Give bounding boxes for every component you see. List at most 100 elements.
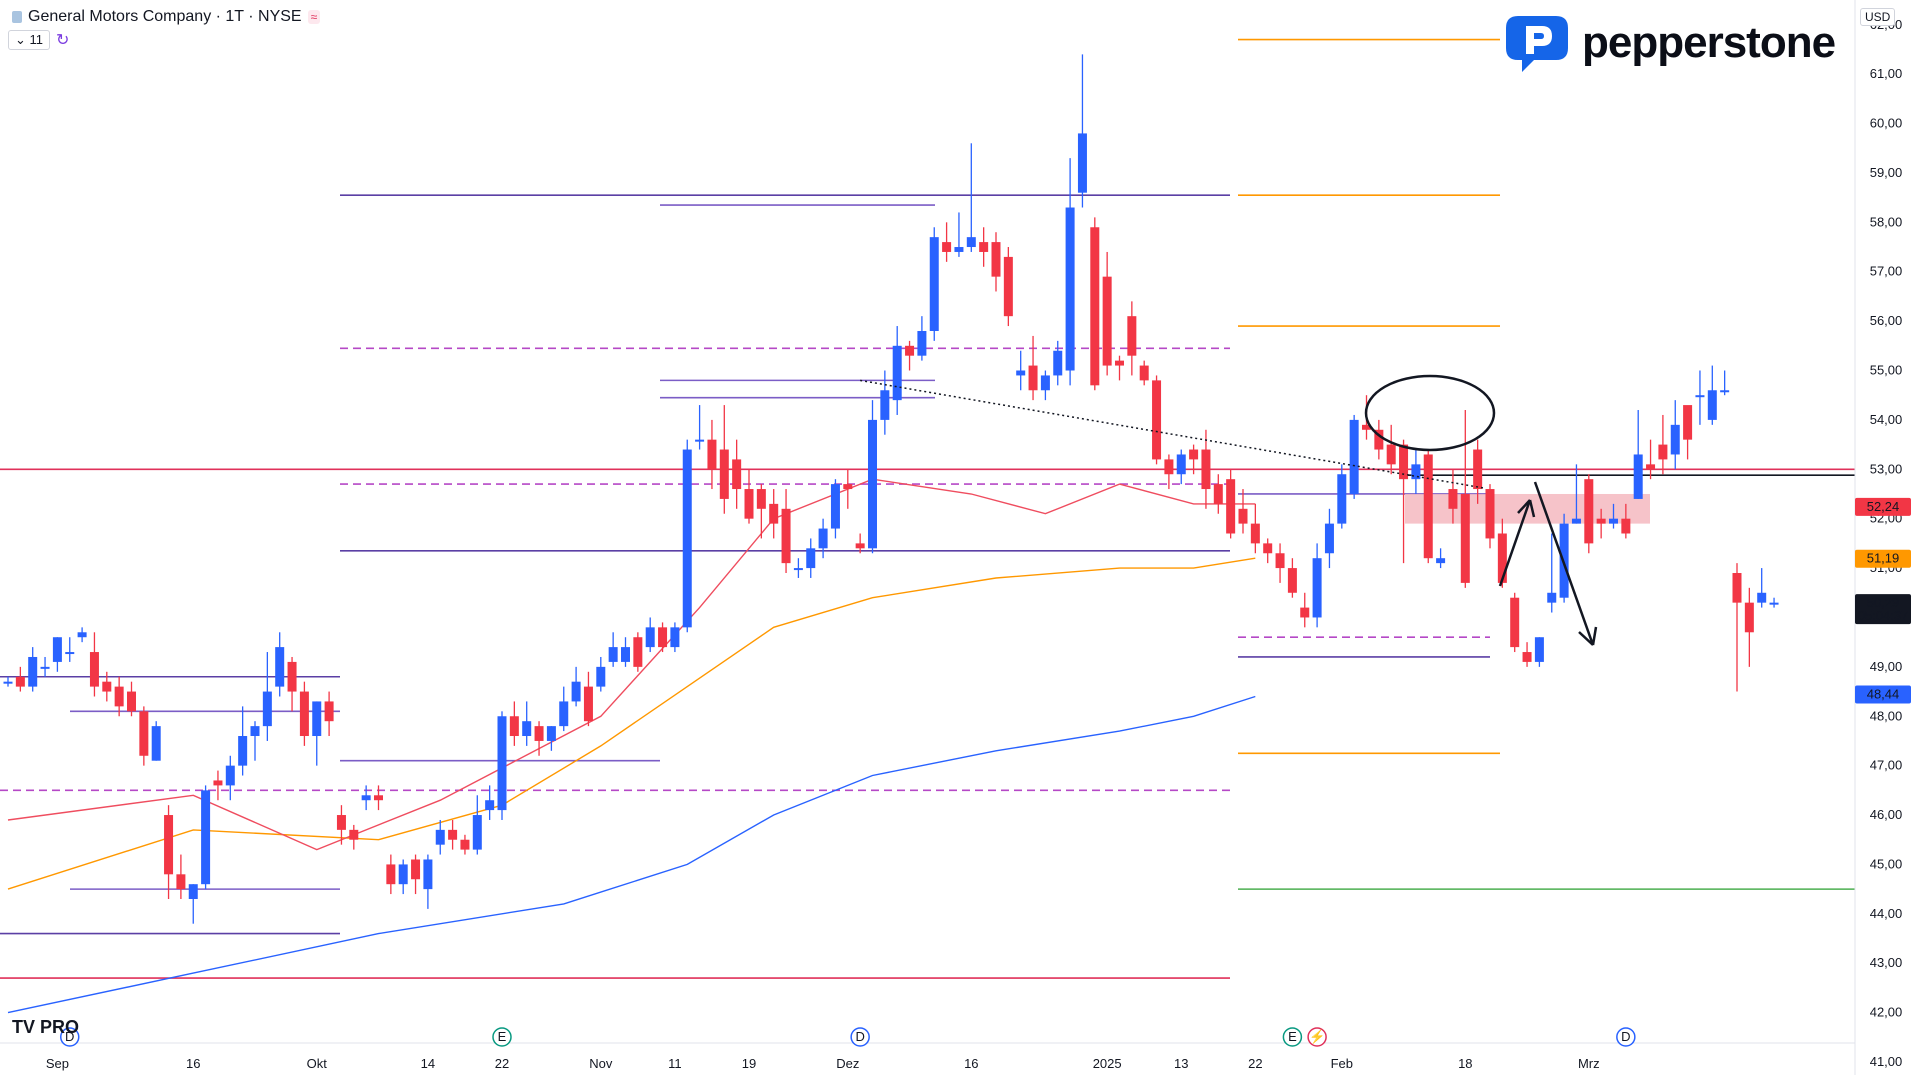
candle-body [312,701,322,737]
candle-body [621,647,630,662]
candle-body [213,780,223,786]
price-label-bg [1855,685,1911,704]
candle-body [954,247,964,252]
candle-body [1460,493,1470,583]
candle-body [682,449,692,628]
candle-body [1621,518,1631,534]
candle-body [855,543,865,549]
price-label-bg [1855,497,1911,516]
event-marker [1282,1027,1303,1047]
ma-line [7,478,1256,851]
moving-averages [7,478,1256,1014]
candle-body [1769,602,1779,605]
candle-body [114,686,124,707]
candle-body [1312,558,1322,618]
candle-body [522,721,532,737]
candle-body [287,661,297,692]
x-tick-label: 18 [1458,1056,1472,1071]
candle-body [1238,508,1248,524]
candle-body [830,484,840,529]
y-tick-label: 53,00 [1870,461,1903,476]
currency-label[interactable]: USD [1860,8,1896,26]
x-tick-label: Feb [1331,1056,1353,1071]
candle-body [781,508,791,564]
y-tick-label: 46,00 [1870,807,1903,822]
indicator-row: ⌄ 11 ↻ [8,30,69,50]
symbol-header[interactable]: General Motors Company · 1T · NYSE ≈ [8,6,325,28]
price-label: 48,44 [1867,687,1900,702]
x-tick-label: 16 [186,1056,200,1071]
event-marker [1616,1027,1636,1047]
x-tick-label: 22 [1248,1056,1262,1071]
candle-body [1028,365,1038,391]
candle-body [1275,553,1285,569]
candle-body [201,790,211,885]
symbol-title[interactable]: General Motors Company · 1T · NYSE [28,8,302,25]
arrow-up [1498,499,1532,587]
candle-body [15,676,25,687]
candle-body [1534,637,1544,662]
candle-body [127,691,136,712]
candle-body [633,637,643,667]
event-marker-label: E [498,1029,507,1044]
candle-body [52,637,62,662]
x-tick-label: 14 [421,1056,435,1071]
candle-body [583,686,593,722]
price-label-bg [1855,594,1911,625]
y-tick-label: 47,00 [1870,758,1903,773]
candle-body [571,681,581,702]
candle-body [1399,444,1409,480]
candle-body [1077,133,1087,193]
candle-body [1497,533,1507,583]
candle-body [1226,479,1236,534]
price-label: 52,24 [1867,499,1900,514]
price-label: 50,29 [1867,595,1900,610]
x-tick-label: 22 [495,1056,509,1071]
candle-body [361,795,371,801]
indicator-toggle[interactable]: ⌄ 11 [8,30,50,50]
x-tick-label: 2025 [1093,1056,1122,1071]
candle-body [1189,449,1199,460]
candle-body [1757,592,1767,603]
arrowhead-down [1578,626,1598,646]
candle-body [645,627,655,648]
candle-body [472,815,482,850]
candle-body [1633,454,1643,499]
event-marker [492,1027,512,1047]
candle-body [398,864,408,885]
candle-body [1411,464,1421,480]
brand-logo: pepperstone [1500,12,1836,74]
candle-body [176,874,186,890]
candle-body [1362,424,1371,430]
candle-body [658,627,668,648]
x-tick-label: 11 [668,1056,682,1071]
candle-body [77,632,87,638]
candle-body [435,829,445,845]
refresh-icon[interactable]: ↻ [56,32,70,49]
x-tick-label: Okt [307,1056,328,1071]
y-tick-label: 45,00 [1870,856,1903,871]
candle-body [225,765,235,786]
candle-body [1448,489,1458,509]
candle-body [485,800,495,811]
candle-body [719,449,729,499]
candle-body [139,711,149,756]
candle-body [1522,652,1532,662]
candle-body [756,489,766,509]
candle-body [1102,276,1112,366]
time-axis: Sep 16 Okt 14 22 Nov 11 19 Dez 16 2025 13 22 Feb 18 Mrz [0,1042,1855,1071]
market-status-badge[interactable]: ≈ [307,10,321,24]
candle-body [1510,597,1520,648]
candle-body [1090,227,1100,386]
x-tick-label: Mrz [1578,1056,1600,1071]
candle-body [1127,316,1137,356]
candle-body [423,859,433,890]
y-tick-label: 56,00 [1870,313,1903,328]
candle-body [497,716,507,811]
candle-body [151,726,161,761]
y-tick-label: 59,00 [1870,165,1903,180]
candle-body [324,701,334,722]
event-marker [1307,1027,1327,1047]
